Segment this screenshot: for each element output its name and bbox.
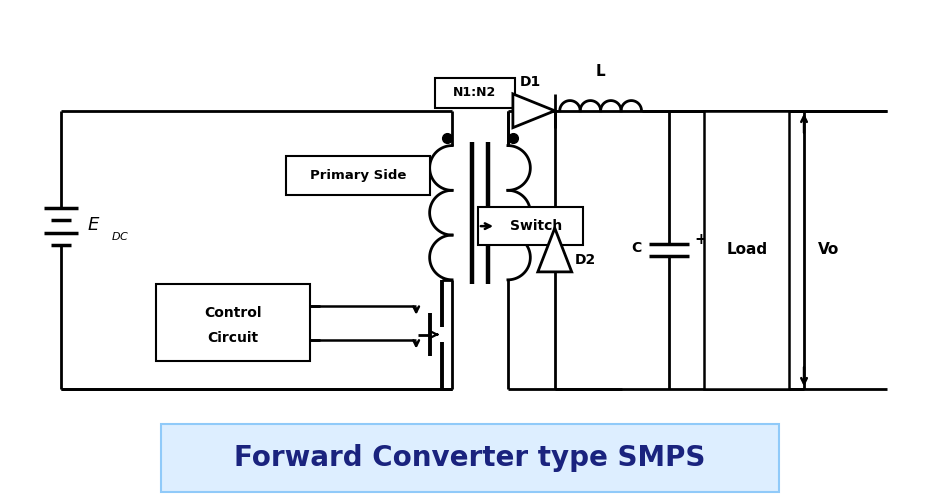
Text: L: L [596, 64, 605, 79]
Text: Control: Control [204, 306, 262, 320]
Text: +: + [694, 232, 707, 246]
Text: Load: Load [726, 242, 768, 258]
Polygon shape [513, 94, 555, 128]
Text: Primary Side: Primary Side [310, 169, 406, 182]
Text: $E$: $E$ [87, 216, 101, 234]
Bar [435, 78, 515, 108]
Bar [161, 424, 779, 492]
Bar [286, 156, 430, 196]
Text: N1:N2: N1:N2 [453, 86, 497, 100]
Text: Forward Converter type SMPS: Forward Converter type SMPS [235, 444, 706, 472]
Text: Circuit: Circuit [208, 331, 258, 345]
Text: Vo: Vo [818, 242, 839, 258]
Text: Switch: Switch [510, 219, 562, 233]
Text: D2: D2 [575, 253, 596, 267]
Text: D1: D1 [521, 75, 541, 89]
Polygon shape [538, 228, 572, 272]
Text: $DC$: $DC$ [111, 230, 129, 242]
Bar [704, 111, 789, 389]
Text: C: C [631, 241, 641, 255]
Bar [156, 284, 311, 362]
Bar [478, 207, 582, 245]
